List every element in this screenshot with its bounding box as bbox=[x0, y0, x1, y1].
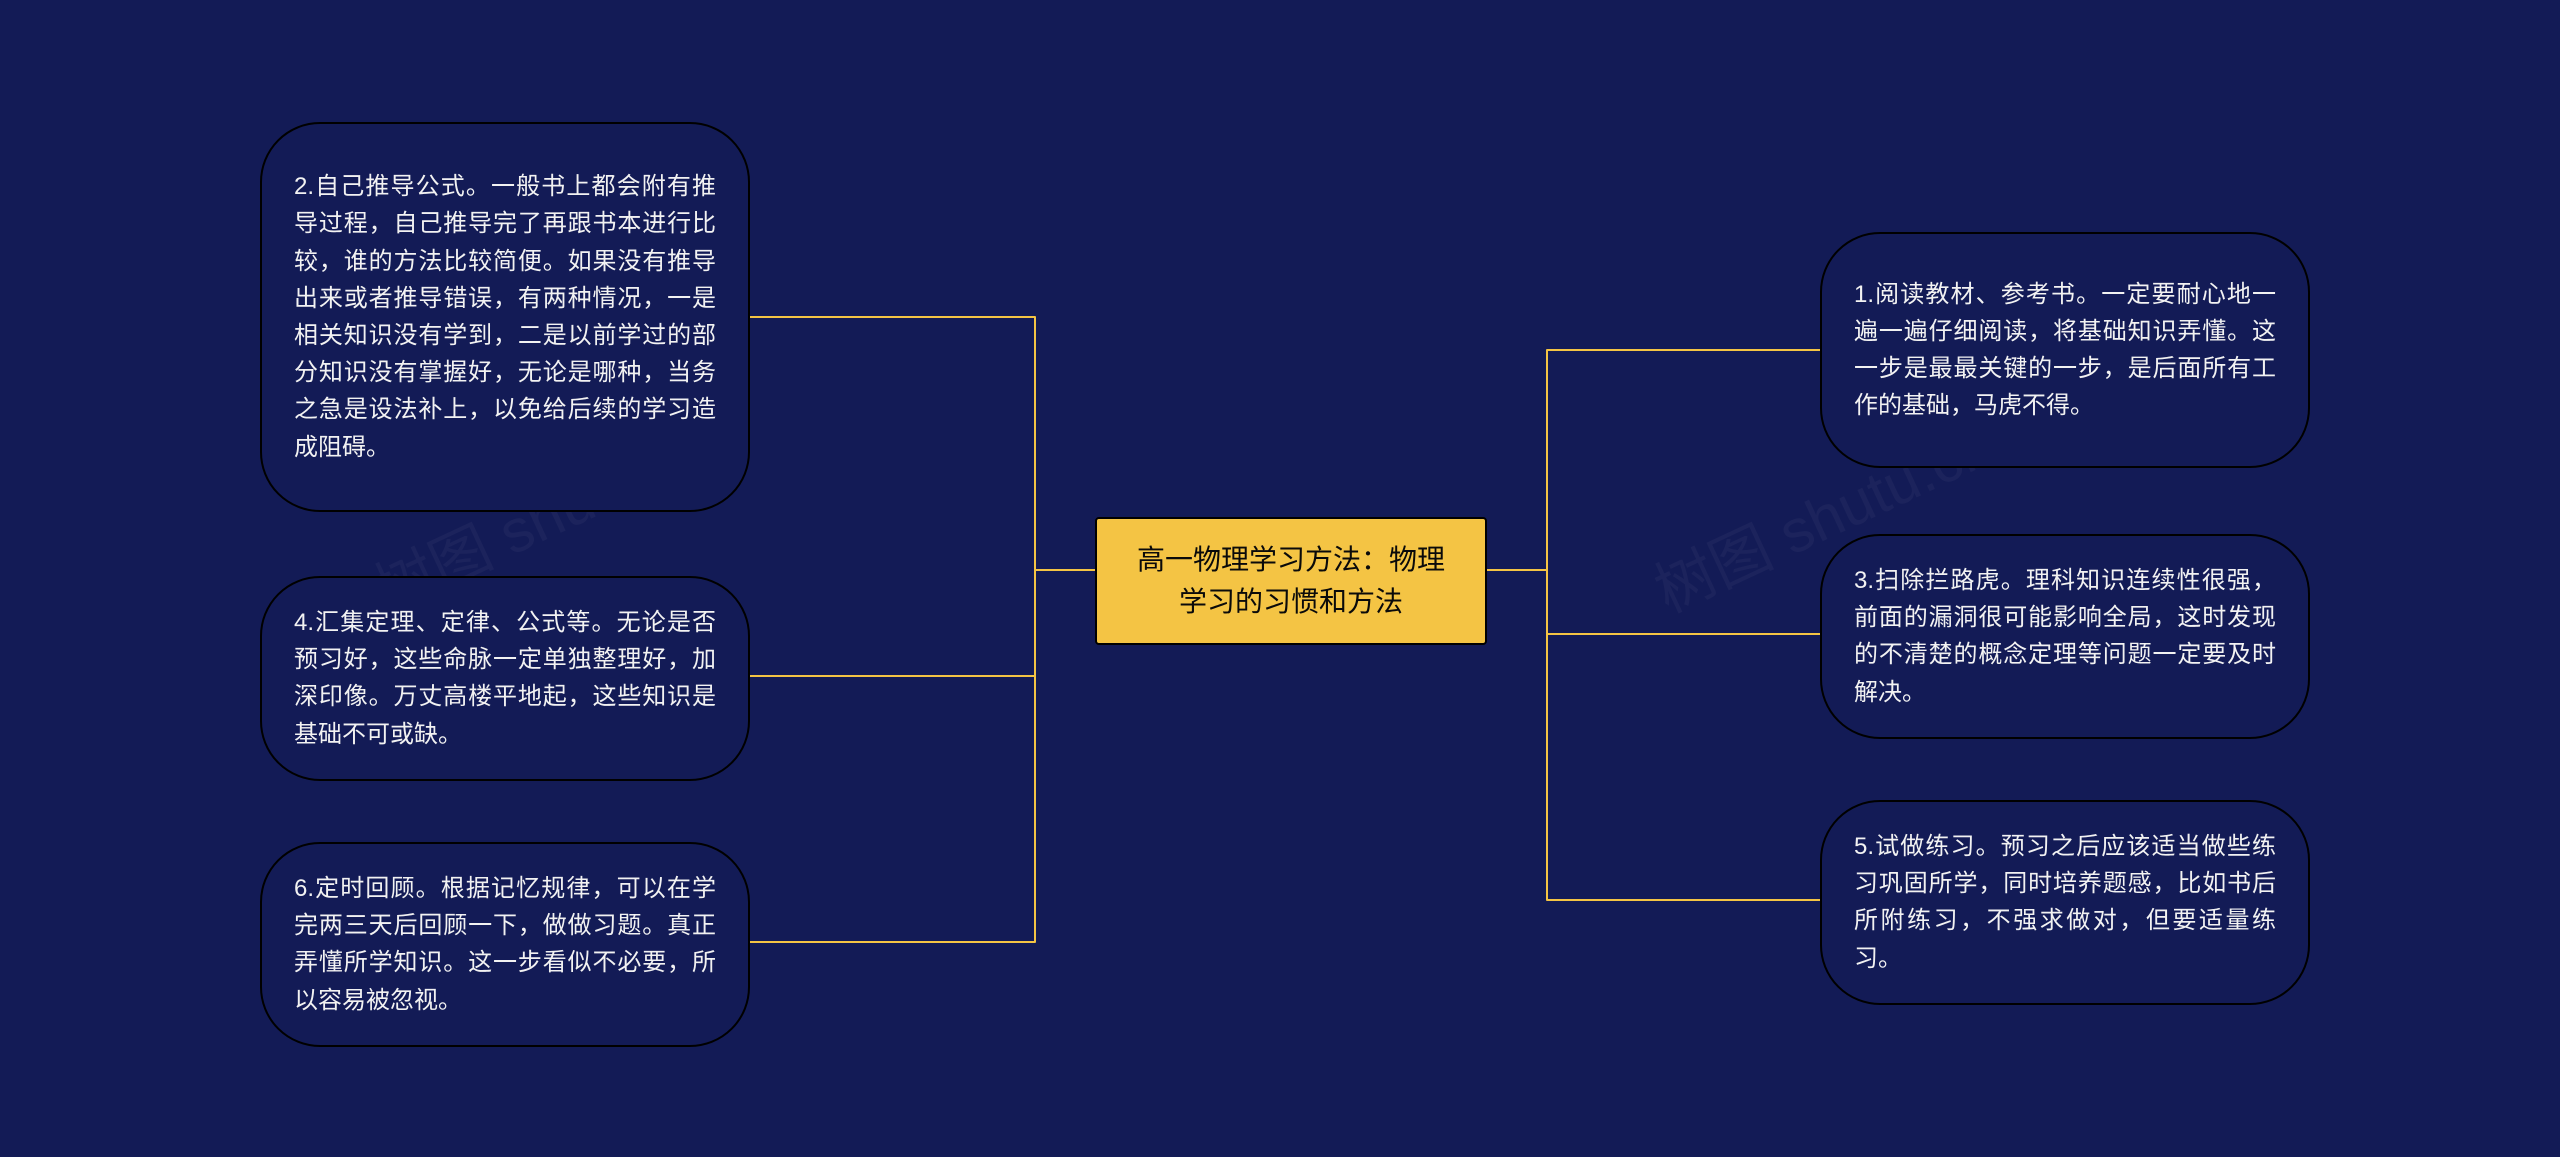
leaf-node-n1: 1.阅读教材、参考书。一定要耐心地一遍一遍仔细阅读，将基础知识弄懂。这一步是最最… bbox=[1820, 232, 2310, 468]
leaf-node-n2: 2.自己推导公式。一般书上都会附有推导过程，自己推导完了再跟书本进行比较，谁的方… bbox=[260, 122, 750, 512]
mindmap-canvas: 树图 shutu.cn树图 shutu.cn高一物理学习方法：物理学习的习惯和方… bbox=[0, 0, 2560, 1157]
leaf-node-n3: 3.扫除拦路虎。理科知识连续性很强，前面的漏洞很可能影响全局，这时发现的不清楚的… bbox=[1820, 534, 2310, 739]
leaf-node-n6: 6.定时回顾。根据记忆规律，可以在学完两三天后回顾一下，做做习题。真正弄懂所学知… bbox=[260, 842, 750, 1047]
center-topic: 高一物理学习方法：物理学习的习惯和方法 bbox=[1095, 517, 1487, 645]
leaf-node-n5: 5.试做练习。预习之后应该适当做些练习巩固所学，同时培养题感，比如书后所附练习，… bbox=[1820, 800, 2310, 1005]
leaf-node-n4: 4.汇集定理、定律、公式等。无论是否预习好，这些命脉一定单独整理好，加深印像。万… bbox=[260, 576, 750, 781]
